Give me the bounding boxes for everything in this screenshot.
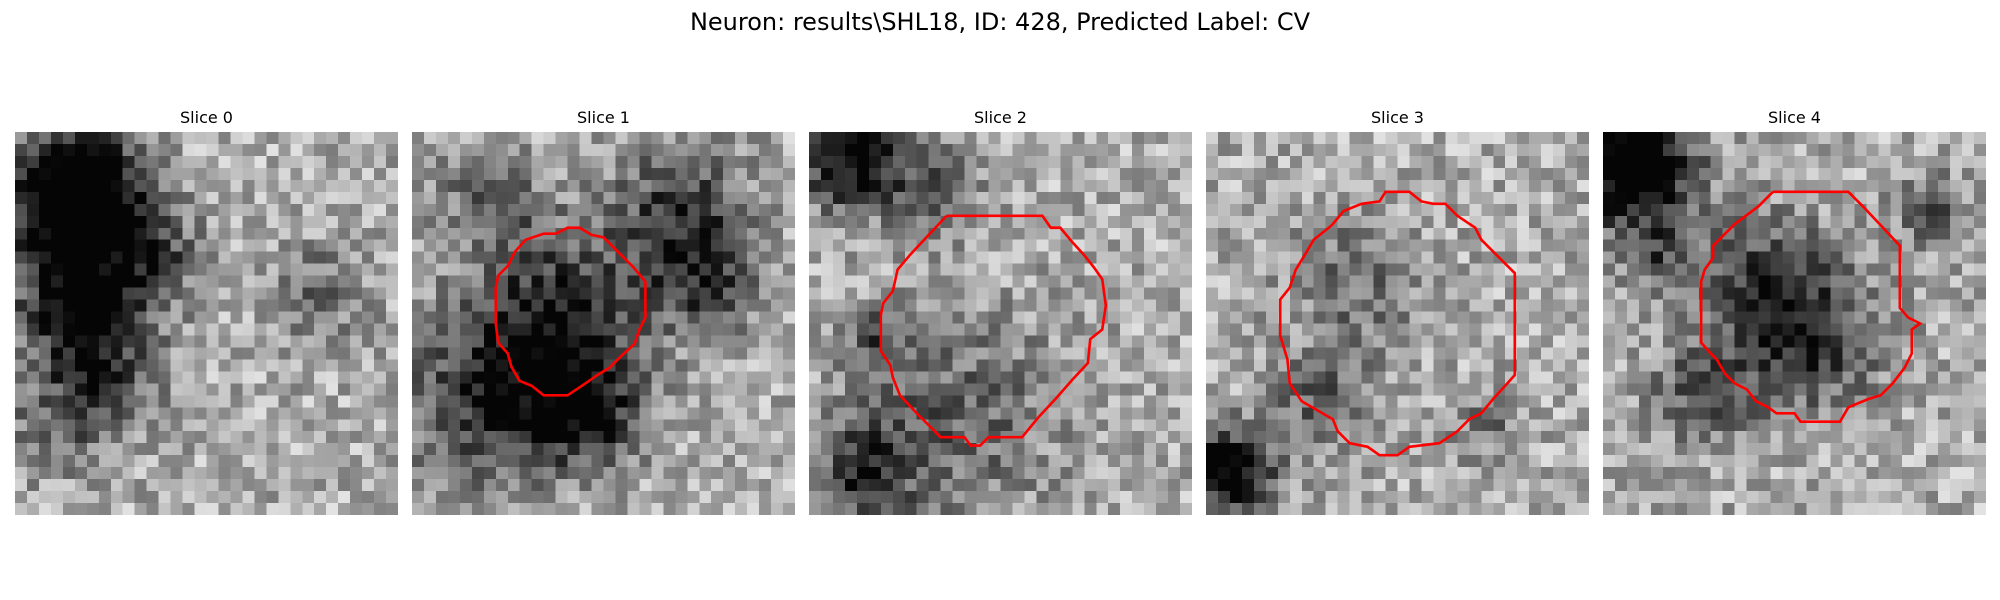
outline-path xyxy=(1699,190,1923,423)
slice-title: Slice 3 xyxy=(1371,108,1424,127)
segmentation-outline xyxy=(879,214,1108,447)
slice-panel-1: Slice 1 xyxy=(412,107,795,515)
slice-frame xyxy=(1603,132,1986,515)
slice-panel-4: Slice 4 xyxy=(1603,107,1986,515)
slice-panel-2: Slice 2 xyxy=(809,107,1192,515)
slice-frame xyxy=(809,132,1192,515)
segmentation-outline xyxy=(1699,190,1923,423)
slice-image xyxy=(1206,132,1589,515)
slice-panel-3: Slice 3 xyxy=(1206,107,1589,515)
slice-image xyxy=(412,132,795,515)
figure-title: Neuron: results\SHL18, ID: 428, Predicte… xyxy=(689,8,1311,36)
slice-title: Slice 4 xyxy=(1768,108,1821,127)
outline-path xyxy=(494,226,647,397)
slice-title: Slice 2 xyxy=(974,108,1027,127)
slice-image xyxy=(809,132,1192,515)
slice-title: Slice 0 xyxy=(180,108,233,127)
segmentation-outline xyxy=(494,226,647,397)
slice-frame xyxy=(15,132,398,515)
outline-path xyxy=(879,214,1108,447)
slice-frame xyxy=(412,132,795,515)
slice-title: Slice 1 xyxy=(577,108,630,127)
slice-image xyxy=(15,132,398,515)
slice-frame xyxy=(1206,132,1589,515)
slice-panel-0: Slice 0 xyxy=(15,107,398,515)
segmentation-outline xyxy=(1278,190,1517,457)
outline-path xyxy=(1278,190,1517,457)
slice-panels: Slice 0 Slice 1 Slice 2 Slice 3 xyxy=(15,107,1986,515)
